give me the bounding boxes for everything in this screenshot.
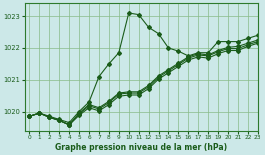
X-axis label: Graphe pression niveau de la mer (hPa): Graphe pression niveau de la mer (hPa) — [55, 143, 227, 152]
